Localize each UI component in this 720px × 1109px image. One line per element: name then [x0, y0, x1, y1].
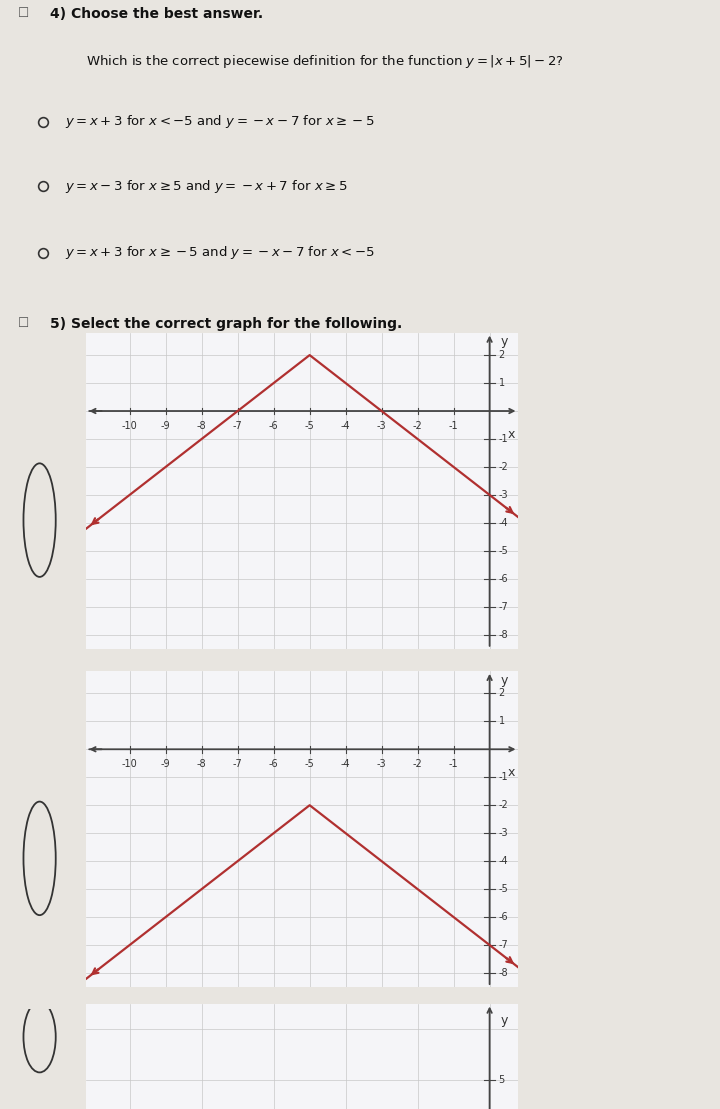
- Text: -3: -3: [377, 420, 387, 430]
- Text: -4: -4: [498, 518, 508, 528]
- Text: -10: -10: [122, 759, 138, 769]
- Text: y: y: [500, 1014, 508, 1027]
- Text: -5: -5: [498, 546, 508, 556]
- Text: -1: -1: [498, 434, 508, 444]
- Text: $y = x + 3$ for $x \geq -5$ and $y = -x - 7$ for $x < -5$: $y = x + 3$ for $x \geq -5$ and $y = -x …: [65, 244, 374, 262]
- Text: -3: -3: [377, 759, 387, 769]
- Text: -4: -4: [341, 759, 351, 769]
- Text: -1: -1: [449, 759, 459, 769]
- Text: ☐: ☐: [18, 317, 30, 330]
- Text: -2: -2: [498, 462, 508, 472]
- Text: 4) Choose the best answer.: 4) Choose the best answer.: [50, 7, 264, 21]
- Text: Which is the correct piecewise definition for the function $y = |x + 5| - 2$?: Which is the correct piecewise definitio…: [86, 53, 564, 70]
- Text: -2: -2: [413, 759, 423, 769]
- Text: 5) Select the correct graph for the following.: 5) Select the correct graph for the foll…: [50, 317, 402, 332]
- Text: $y = x - 3$ for $x \geq 5$ and $y = -x + 7$ for $x \geq 5$: $y = x - 3$ for $x \geq 5$ and $y = -x +…: [65, 177, 347, 195]
- Text: -7: -7: [233, 759, 243, 769]
- Text: 5: 5: [498, 1075, 505, 1086]
- Text: 1: 1: [498, 378, 505, 388]
- Text: -2: -2: [498, 801, 508, 811]
- Text: -4: -4: [341, 420, 351, 430]
- Text: -1: -1: [498, 772, 508, 782]
- Text: -4: -4: [498, 856, 508, 866]
- Text: -6: -6: [269, 759, 279, 769]
- Text: -8: -8: [197, 420, 207, 430]
- Text: -5: -5: [305, 420, 315, 430]
- Text: -6: -6: [498, 573, 508, 583]
- Text: x: x: [508, 428, 515, 440]
- Text: -2: -2: [413, 420, 423, 430]
- Text: -5: -5: [498, 884, 508, 894]
- Text: -7: -7: [498, 940, 508, 950]
- Text: -10: -10: [122, 420, 138, 430]
- Text: -3: -3: [498, 828, 508, 838]
- Text: -7: -7: [498, 602, 508, 612]
- Text: 1: 1: [498, 716, 505, 726]
- Text: -9: -9: [161, 759, 171, 769]
- Text: -8: -8: [498, 630, 508, 640]
- Text: -8: -8: [197, 759, 207, 769]
- Text: y: y: [500, 674, 508, 686]
- Text: ☐: ☐: [18, 7, 30, 20]
- Text: $y = x + 3$ for $x < -5$ and $y = -x - 7$ for $x \geq -5$: $y = x + 3$ for $x < -5$ and $y = -x - 7…: [65, 113, 374, 131]
- Text: 2: 2: [498, 350, 505, 360]
- Text: -3: -3: [498, 490, 508, 500]
- Text: 2: 2: [498, 689, 505, 699]
- Text: -9: -9: [161, 420, 171, 430]
- Text: -6: -6: [498, 912, 508, 922]
- Text: -1: -1: [449, 420, 459, 430]
- Text: -5: -5: [305, 759, 315, 769]
- Text: -8: -8: [498, 968, 508, 978]
- Text: -7: -7: [233, 420, 243, 430]
- Text: $|x + 5| - 2$: $|x + 5| - 2$: [94, 364, 170, 384]
- Text: x: x: [508, 766, 515, 779]
- Text: -6: -6: [269, 420, 279, 430]
- Text: y: y: [500, 336, 508, 348]
